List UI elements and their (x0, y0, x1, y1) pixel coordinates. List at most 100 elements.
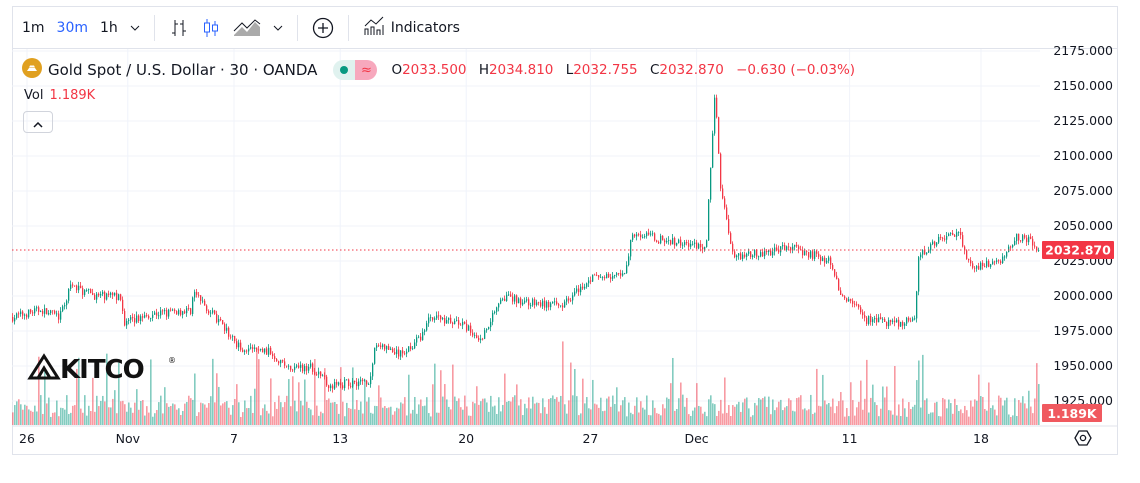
volume-bar (474, 403, 476, 425)
plus-circle-icon[interactable] (306, 13, 340, 43)
candle-body (62, 306, 64, 312)
volume-bar (220, 405, 222, 425)
candle-body (892, 320, 894, 322)
candle-body (22, 311, 24, 316)
volume-bar (166, 403, 168, 425)
bar-chart-icon[interactable] (163, 13, 195, 43)
candle-body (400, 350, 402, 357)
candles-icon[interactable] (195, 13, 227, 43)
volume-bar (180, 414, 182, 425)
candle-body (746, 253, 748, 257)
candle-body (960, 232, 962, 236)
candle-body (924, 249, 926, 255)
indicators-button[interactable]: Indicators (357, 13, 466, 43)
candle-body (286, 365, 288, 367)
candle-body (690, 243, 692, 247)
divider (347, 14, 349, 41)
candle-body (986, 260, 988, 267)
volume-bar (1028, 390, 1030, 425)
candle-body (620, 273, 622, 276)
candle-body (414, 342, 416, 349)
candle-body (480, 338, 482, 341)
candle-body (714, 97, 716, 134)
volume-bar (184, 403, 186, 425)
settings-icon[interactable] (1074, 430, 1092, 446)
collapse-legend-button[interactable] (23, 111, 53, 133)
volume-bar (1018, 400, 1020, 425)
symbol-title[interactable]: Gold Spot / U.S. Dollar · 30 · OANDA (48, 61, 318, 79)
volume-bar (200, 402, 202, 425)
volume-bar (848, 416, 850, 425)
candle-body (510, 294, 512, 297)
volume-bar (562, 341, 564, 425)
volume-bar (84, 395, 86, 425)
candle-body (610, 277, 612, 279)
candle-body (272, 353, 274, 357)
volume-bar (222, 403, 224, 425)
candle-body (918, 257, 920, 292)
candle-body (516, 295, 518, 304)
candle-body (996, 260, 998, 262)
volume-bar (60, 407, 62, 425)
chevron-down-icon[interactable] (124, 13, 146, 43)
candle-body (148, 315, 150, 319)
close-value: 2032.870 (659, 62, 724, 78)
volume-bar (704, 411, 706, 425)
candle-body (862, 312, 864, 316)
market-status[interactable]: ≈ (333, 60, 378, 80)
volume-bar (100, 400, 102, 425)
candle-body (926, 252, 928, 255)
volume-bar (696, 383, 698, 425)
volume-bar (914, 404, 916, 425)
area-chart-icon[interactable] (227, 13, 267, 43)
indicators-label: Indicators (390, 19, 460, 36)
volume-bar (708, 399, 710, 425)
volume-bar (730, 415, 732, 425)
candle-body (788, 246, 790, 248)
volume-bar (16, 401, 18, 425)
volume-bar (860, 380, 862, 425)
candle-body (850, 299, 852, 301)
candle-body (622, 273, 624, 276)
candle-body (640, 234, 642, 238)
volume-bar (584, 403, 586, 425)
volume-bar (688, 414, 690, 425)
interval-30m[interactable]: 30m (56, 19, 88, 36)
volume-bar (522, 415, 524, 425)
volume-bar (950, 403, 952, 425)
candle-body (92, 293, 94, 295)
candle-body (312, 363, 314, 372)
volume-bar (960, 409, 962, 425)
volume-bar (794, 411, 796, 425)
candle-body (826, 260, 828, 263)
interval-1h[interactable]: 1h (100, 19, 118, 36)
candle-body (910, 320, 912, 322)
candle-body (704, 246, 706, 250)
volume-bar (554, 398, 556, 425)
candle-body (808, 251, 810, 258)
change-value: −0.630 (−0.03%) (736, 62, 856, 78)
volume-bar (832, 398, 834, 425)
candle-body (514, 295, 516, 302)
volume-bar (948, 399, 950, 425)
volume-bar (692, 410, 694, 425)
volume-bar (268, 413, 270, 425)
volume-bar (254, 388, 256, 425)
candle-body (376, 345, 378, 348)
candle-body (310, 363, 312, 367)
interval-1m[interactable]: 1m (22, 19, 45, 36)
candle-body (80, 285, 82, 289)
candle-body (460, 324, 462, 326)
volume-bar (168, 406, 170, 425)
candle-body (326, 376, 328, 386)
volume-bar (650, 415, 652, 425)
volume-bar (934, 402, 936, 425)
volume-bar (952, 413, 954, 425)
chevron-down-icon[interactable] (267, 13, 289, 43)
candle-body (846, 298, 848, 302)
volume-bar (518, 405, 520, 425)
candle-body (86, 290, 88, 291)
volume-bar (58, 416, 60, 425)
volume-bar (850, 382, 852, 425)
